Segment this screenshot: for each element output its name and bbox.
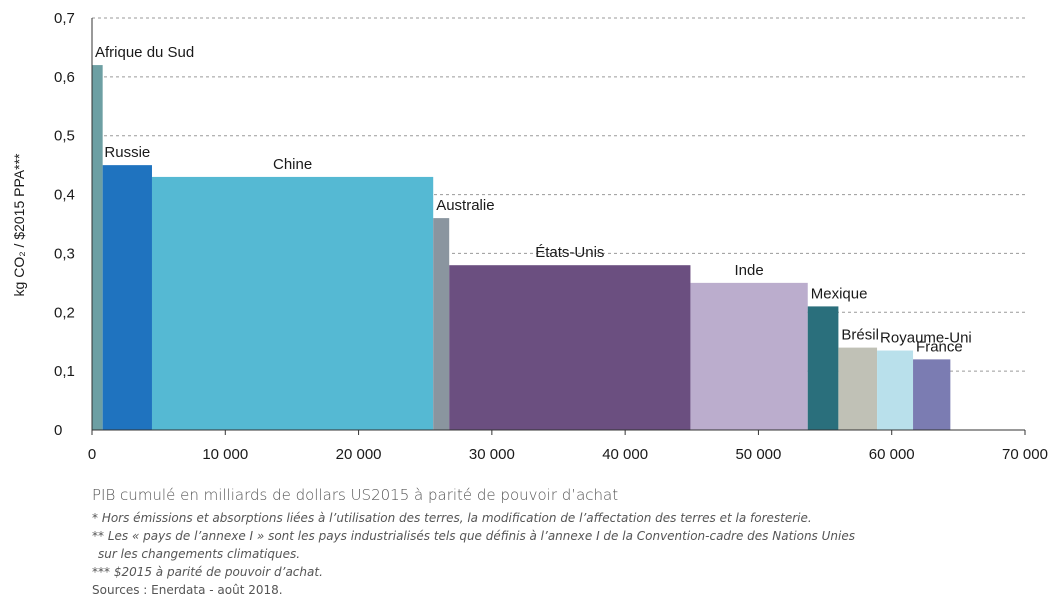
footnote-2: ** Les « pays de l’annexe I » sont les p…: [92, 529, 855, 543]
x-tick-label: 50 000: [735, 446, 781, 463]
y-axis-title: kg CO₂ / $2015 PPA***: [11, 153, 27, 296]
bar: [838, 347, 878, 430]
x-tick-label: 20 000: [336, 446, 382, 463]
bar-label: Chine: [273, 156, 312, 173]
footnote-2-continued: sur les changements climatiques.: [98, 547, 301, 561]
bar: [102, 165, 152, 430]
bar: [913, 359, 951, 430]
x-axis-title: PIB cumulé en milliards de dollars US201…: [92, 486, 619, 504]
y-tick-label: 0,4: [54, 187, 75, 204]
bar: [690, 282, 808, 430]
axes: [91, 18, 1025, 431]
bar-label: Mexique: [811, 285, 868, 302]
y-tick-label: 0,5: [54, 128, 75, 145]
x-tick-label: 0: [88, 446, 96, 463]
y-tick-label: 0,1: [54, 363, 75, 380]
footnote-3: *** $2015 à parité de pouvoir d’achat.: [92, 565, 323, 579]
y-tick-label: 0,3: [54, 245, 75, 262]
y-tick-label: 0: [54, 422, 62, 439]
x-tick-label: 40 000: [602, 446, 648, 463]
y-tick-label: 0,7: [54, 10, 75, 27]
tick-labels: 0 0,1 0,2 0,3 0,4 0,5 0,6 0,7 0 10 000 20 000 30 00…: [54, 10, 1048, 463]
y-tick-label: 0,2: [54, 304, 75, 321]
x-tick-label: 60 000: [869, 446, 915, 463]
bar: [92, 65, 103, 430]
bar: [433, 218, 450, 430]
sources: Sources : Enerdata - août 2018.: [92, 583, 283, 597]
bar: [807, 306, 839, 430]
bar-label: Afrique du Sud: [95, 44, 194, 61]
bars: [92, 65, 951, 430]
bar-label: Royaume-Uni: [880, 330, 972, 347]
y-tick-label: 0,6: [54, 69, 75, 86]
chart: Afrique du Sud Russie Chine Australie États-…: [11, 10, 1048, 463]
x-tick-label: 70 000: [1002, 446, 1048, 463]
bar-label: Russie: [104, 144, 150, 161]
bar-label: Australie: [436, 197, 494, 214]
bar-labels: Afrique du Sud Russie Chine Australie États-…: [95, 44, 972, 355]
bar-label: Brésil: [841, 327, 879, 344]
x-tick-label: 10 000: [202, 446, 248, 463]
footnote-1: * Hors émissions et absorptions liées à …: [92, 511, 812, 525]
bar-label: Inde: [734, 262, 763, 279]
bar: [151, 176, 434, 430]
bar: [877, 350, 914, 430]
x-tick-label: 30 000: [469, 446, 515, 463]
bar-label: France: [916, 338, 963, 355]
bar: [449, 265, 691, 430]
notes: PIB cumulé en milliards de dollars US201…: [92, 486, 1052, 599]
bar-label: États-Unis: [535, 244, 604, 261]
